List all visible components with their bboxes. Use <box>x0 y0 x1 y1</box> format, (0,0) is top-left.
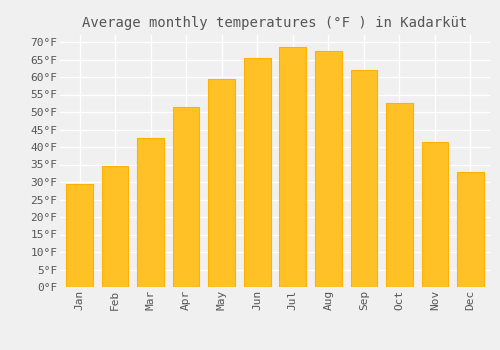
Bar <box>173 107 200 287</box>
Bar <box>208 79 235 287</box>
Bar <box>138 138 164 287</box>
Bar <box>422 142 448 287</box>
Bar <box>386 103 412 287</box>
Bar <box>315 51 342 287</box>
Title: Average monthly temperatures (°F ) in Kadarküt: Average monthly temperatures (°F ) in Ka… <box>82 16 468 30</box>
Bar <box>457 172 484 287</box>
Bar <box>350 70 377 287</box>
Bar <box>244 58 270 287</box>
Bar <box>102 166 128 287</box>
Bar <box>280 47 306 287</box>
Bar <box>66 184 93 287</box>
